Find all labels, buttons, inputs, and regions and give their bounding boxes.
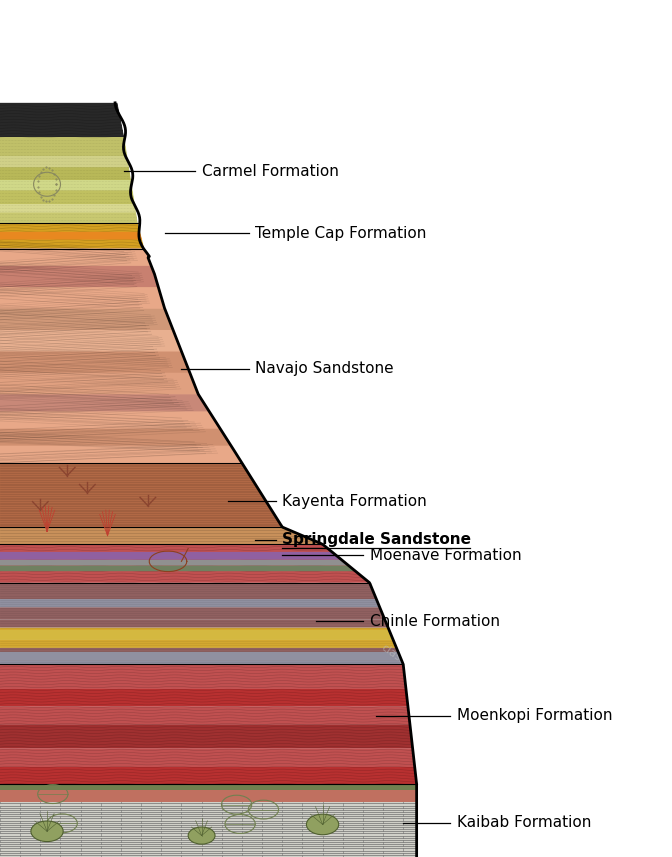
Polygon shape <box>0 351 190 373</box>
Polygon shape <box>0 373 198 394</box>
Polygon shape <box>118 0 672 857</box>
Polygon shape <box>0 766 417 784</box>
Polygon shape <box>0 446 242 463</box>
Polygon shape <box>0 560 348 566</box>
Polygon shape <box>0 232 142 240</box>
Polygon shape <box>0 583 376 599</box>
Text: Kaibab Formation: Kaibab Formation <box>457 815 591 830</box>
Polygon shape <box>0 137 138 223</box>
Polygon shape <box>0 103 124 137</box>
Polygon shape <box>0 648 402 660</box>
Text: Chinle Formation: Chinle Formation <box>370 614 499 629</box>
Polygon shape <box>0 660 403 664</box>
Polygon shape <box>0 180 132 190</box>
Polygon shape <box>0 566 355 572</box>
Text: Temple Cap Formation: Temple Cap Formation <box>255 225 427 241</box>
Polygon shape <box>0 688 408 706</box>
Polygon shape <box>0 463 282 527</box>
Ellipse shape <box>306 814 339 835</box>
Polygon shape <box>0 620 388 627</box>
Text: Springdale Sandstone: Springdale Sandstone <box>282 532 471 548</box>
Polygon shape <box>0 639 396 648</box>
Polygon shape <box>0 784 417 790</box>
Polygon shape <box>0 330 181 351</box>
Text: classics.aroadtome.com: classics.aroadtome.com <box>379 643 495 728</box>
Polygon shape <box>0 309 173 330</box>
Polygon shape <box>0 411 220 428</box>
Text: aroadtome.com: aroadtome.com <box>418 159 496 218</box>
Polygon shape <box>0 748 415 766</box>
Text: Moenave Formation: Moenave Formation <box>370 548 521 563</box>
Text: Navajo Sandstone: Navajo Sandstone <box>255 361 394 376</box>
Text: Moenkopi Formation: Moenkopi Formation <box>457 708 612 723</box>
Polygon shape <box>0 287 165 309</box>
Text: classics.aroadtome.com: classics.aroadtome.com <box>405 448 536 546</box>
Text: classics.aroadtome.com: classics.aroadtome.com <box>345 231 461 317</box>
Polygon shape <box>0 527 323 544</box>
Polygon shape <box>0 156 129 167</box>
Polygon shape <box>0 167 131 180</box>
Ellipse shape <box>31 821 63 842</box>
Polygon shape <box>0 190 135 204</box>
Polygon shape <box>0 706 410 724</box>
Polygon shape <box>0 137 127 156</box>
Ellipse shape <box>188 827 215 844</box>
Polygon shape <box>0 552 341 560</box>
Polygon shape <box>0 249 242 463</box>
Polygon shape <box>0 266 159 287</box>
Polygon shape <box>0 630 393 639</box>
Polygon shape <box>0 428 231 446</box>
Polygon shape <box>0 599 380 607</box>
Polygon shape <box>0 724 413 748</box>
Polygon shape <box>0 664 406 688</box>
Polygon shape <box>0 394 209 411</box>
Polygon shape <box>0 544 370 583</box>
Polygon shape <box>0 204 136 213</box>
Polygon shape <box>0 784 417 857</box>
Text: aroadtome.com: aroadtome.com <box>445 357 523 415</box>
Polygon shape <box>0 627 393 639</box>
Polygon shape <box>0 652 402 660</box>
Polygon shape <box>0 223 144 249</box>
Polygon shape <box>0 213 138 223</box>
Text: Carmel Formation: Carmel Formation <box>202 164 339 179</box>
Polygon shape <box>0 607 384 620</box>
Polygon shape <box>0 249 151 266</box>
Text: Kayenta Formation: Kayenta Formation <box>282 494 427 509</box>
Polygon shape <box>0 784 417 802</box>
